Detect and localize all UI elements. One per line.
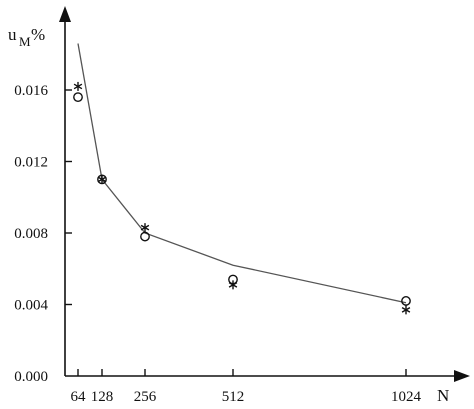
fit-curve-line <box>77 43 407 304</box>
y-tick-label: 0.016 <box>14 83 48 99</box>
y-tick-label: 0.008 <box>14 226 48 242</box>
y-tick-label: 0.000 <box>14 369 48 385</box>
star-data-point <box>228 280 238 290</box>
y-axis-title-unit: % <box>31 25 45 44</box>
x-tick-label: 512 <box>222 389 245 405</box>
y-tick-label: 0.004 <box>14 298 48 314</box>
x-tick-label: 1024 <box>391 389 422 405</box>
circle-data-point <box>73 92 83 103</box>
x-axis-title: N <box>437 386 449 405</box>
y-ticks: 0.000 0.004 0.008 0.012 0.016 <box>14 83 72 385</box>
plot-series <box>73 43 411 315</box>
y-axis-title-main: u <box>8 25 17 44</box>
x-tick-label: 256 <box>134 389 157 405</box>
y-axis-title: u M % <box>8 25 45 49</box>
y-tick-label: 0.012 <box>14 155 48 171</box>
circle-data-point <box>140 231 150 242</box>
y-axis-arrow <box>59 6 71 22</box>
x-tick-label: 64 <box>71 389 87 405</box>
circle-data-point <box>401 296 411 306</box>
star-data-point <box>97 174 107 184</box>
x-tick-label: 128 <box>91 389 114 405</box>
star-data-point <box>401 305 411 315</box>
x-axis-arrow <box>454 370 470 382</box>
star-data-point <box>73 81 83 91</box>
x-ticks: 64 128 256 512 1024 <box>71 369 422 405</box>
axes <box>59 6 470 382</box>
y-axis-title-subscript: M <box>19 34 31 49</box>
star-data-point <box>140 223 150 233</box>
